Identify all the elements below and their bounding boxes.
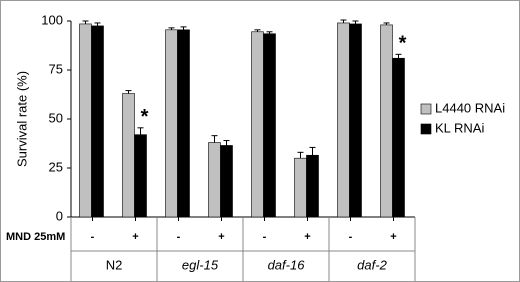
legend-swatch — [420, 103, 432, 115]
x-tick-label: + — [390, 231, 396, 243]
bar — [208, 142, 221, 218]
bar — [79, 23, 92, 218]
x-tick-label: + — [132, 231, 138, 243]
y-tick-label: 25 — [49, 159, 63, 174]
group-label: egl-15 — [182, 257, 219, 272]
x-tick-label: - — [263, 231, 267, 243]
bar — [349, 23, 362, 218]
bar — [134, 134, 147, 218]
x-tick-label: + — [218, 231, 224, 243]
bar — [91, 25, 104, 218]
bar — [122, 93, 135, 218]
x-tick-label: + — [304, 231, 310, 243]
bar — [165, 29, 178, 218]
y-tick-label: 50 — [49, 110, 63, 125]
group-label: daf-16 — [268, 257, 306, 272]
significance-marker: * — [141, 106, 149, 128]
bar — [263, 33, 276, 218]
y-tick-label: 100 — [41, 12, 63, 27]
y-tick-label: 75 — [49, 61, 63, 76]
group-label: N2 — [106, 257, 123, 272]
row-label: MND 25mM — [6, 231, 65, 243]
legend-label: L4440 RNAi — [435, 100, 505, 115]
bar — [337, 22, 350, 218]
bar — [251, 31, 264, 218]
x-tick-label: - — [177, 231, 181, 243]
legend-swatch — [420, 123, 432, 135]
x-tick-label: - — [349, 231, 353, 243]
group-label: daf-2 — [357, 257, 387, 272]
x-tick-label: - — [91, 231, 95, 243]
bar — [380, 24, 393, 218]
bar — [177, 29, 190, 218]
bar — [306, 154, 319, 218]
bar — [294, 157, 307, 218]
bar — [220, 145, 233, 218]
legend-label: KL RNAi — [435, 120, 484, 135]
y-axis-label: Survival rate (%) — [14, 71, 29, 167]
bar — [392, 57, 405, 218]
significance-marker: * — [399, 33, 407, 55]
y-tick-label: 0 — [56, 208, 63, 223]
